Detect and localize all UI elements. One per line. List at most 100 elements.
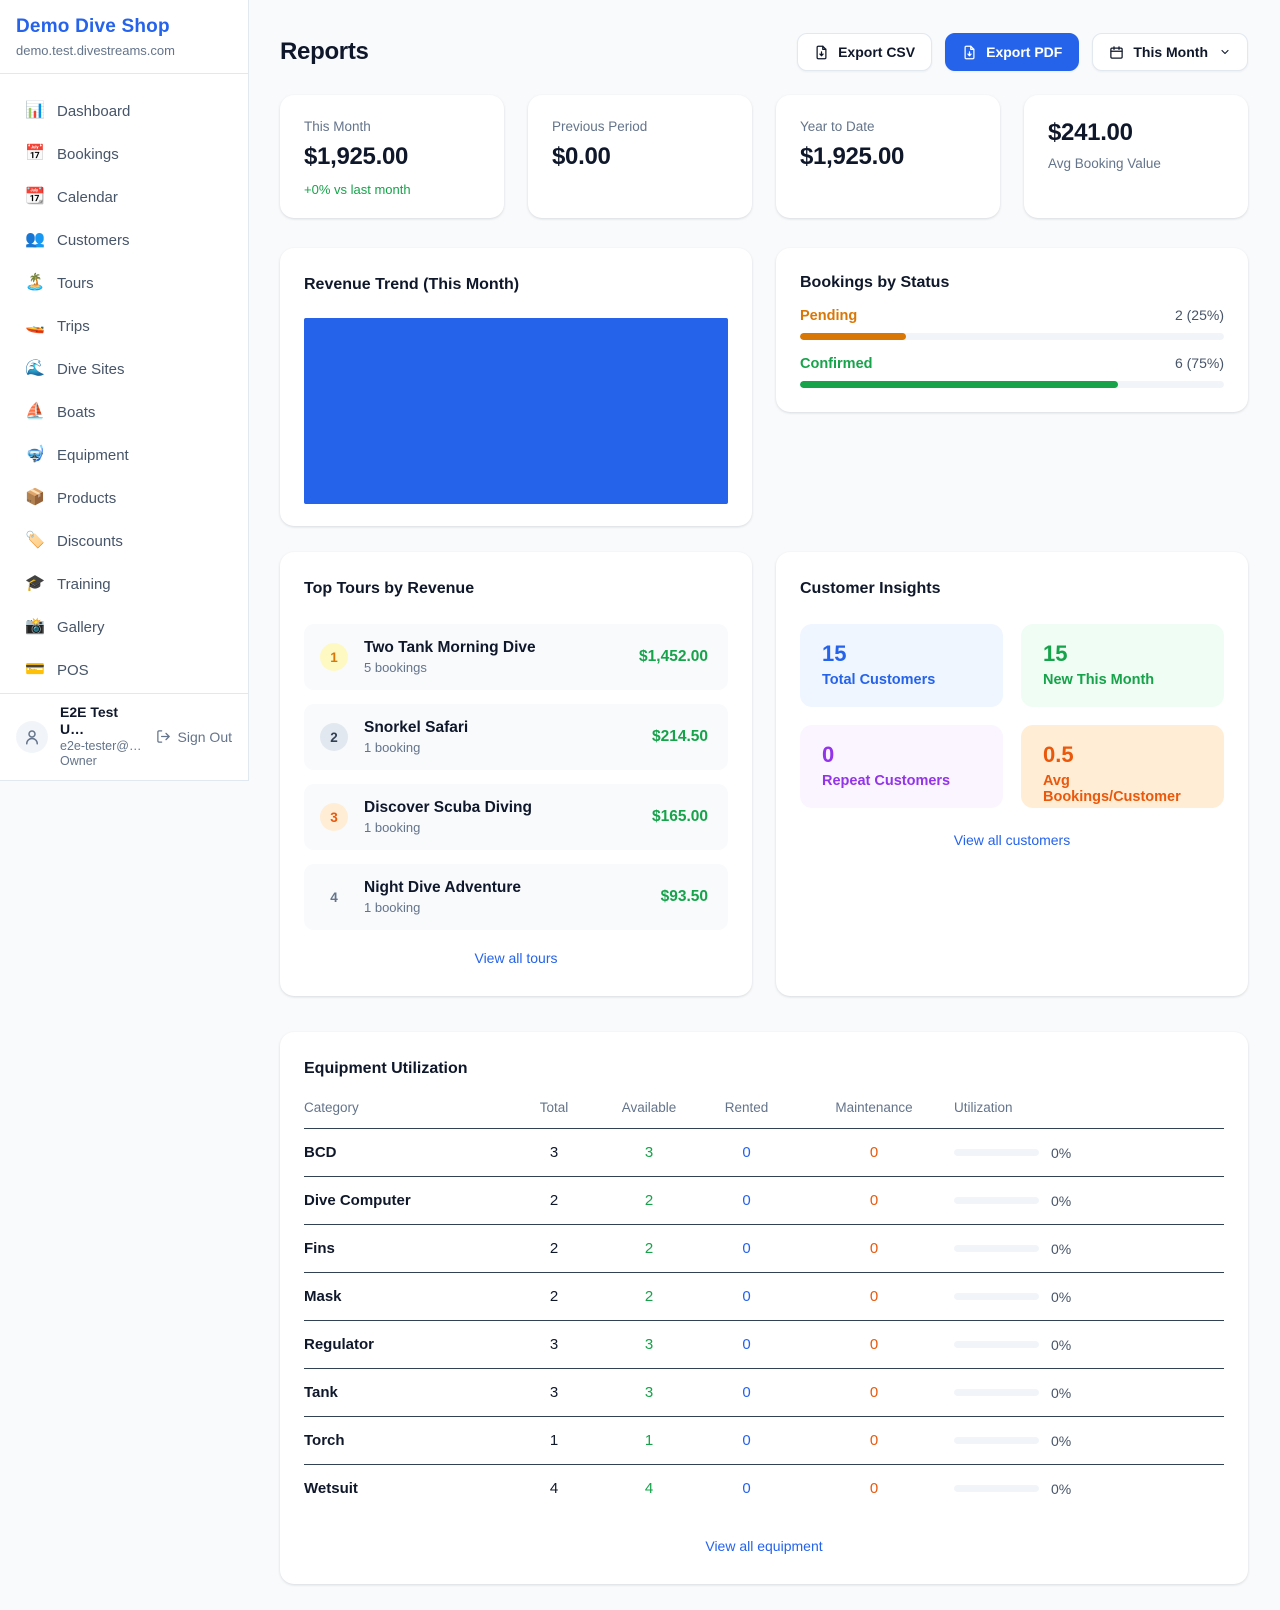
- equipment-total: 3: [549, 1384, 559, 1401]
- file-download-icon: [814, 45, 829, 60]
- equipment-maintenance: 0: [869, 1288, 879, 1305]
- sidebar-item[interactable]: 🏝️ Tours: [12, 264, 236, 302]
- equipment-row: Mask 2 2 0 0 0%: [304, 1273, 1224, 1321]
- equipment-row: Torch 1 1 0 0 0%: [304, 1417, 1224, 1465]
- tour-revenue: $1,452.00: [639, 648, 708, 665]
- sidebar-item[interactable]: 🎓 Training: [12, 565, 236, 603]
- equipment-available: 3: [644, 1144, 654, 1161]
- period-dropdown[interactable]: This Month: [1092, 33, 1248, 71]
- tour-revenue: $165.00: [651, 808, 708, 825]
- sidebar-item[interactable]: 📆 Calendar: [12, 178, 236, 216]
- shop-name: Demo Dive Shop: [16, 16, 170, 37]
- sidebar-item[interactable]: 📦 Products: [12, 479, 236, 517]
- equipment-maintenance: 0: [869, 1432, 879, 1449]
- equipment-rented: 0: [742, 1384, 751, 1401]
- equipment-rented: 0: [742, 1336, 751, 1353]
- sign-out-button[interactable]: Sign Out: [156, 729, 232, 745]
- sidebar-item-label: Discounts: [57, 532, 123, 550]
- view-all-customers-link[interactable]: View all customers: [953, 832, 1071, 848]
- insight-box: 0.5 Avg Bookings/Customer: [1021, 725, 1224, 808]
- stat-card-this-month: This Month $1,925.00 +0% vs last month: [280, 95, 504, 218]
- sidebar-item-label: Bookings: [57, 145, 119, 163]
- export-pdf-button[interactable]: Export PDF: [945, 33, 1080, 71]
- nav-icon: 💳: [25, 661, 45, 678]
- sidebar-item-label: Training: [57, 575, 111, 593]
- sidebar-item[interactable]: ⛵ Boats: [12, 393, 236, 431]
- equipment-available: 2: [644, 1288, 654, 1305]
- equipment-row: Fins 2 2 0 0 0%: [304, 1225, 1224, 1273]
- rank-badge: 2: [320, 723, 348, 751]
- sidebar-item-label: Products: [57, 489, 117, 507]
- tour-row: 4 Night Dive Adventure 1 booking $93.50: [304, 864, 728, 930]
- equipment-available: 3: [644, 1384, 654, 1401]
- status-progress-track: [800, 381, 1224, 388]
- equipment-total: 2: [549, 1288, 559, 1305]
- sidebar-item[interactable]: 🌊 Dive Sites: [12, 350, 236, 388]
- sidebar-item[interactable]: 🤿 Equipment: [12, 436, 236, 474]
- view-all-tours-link[interactable]: View all tours: [474, 950, 558, 966]
- utilization-percent: 0%: [1051, 1192, 1072, 1209]
- utilization-bar-track: [954, 1245, 1039, 1252]
- file-download-icon: [962, 45, 977, 60]
- nav-icon: 📊: [25, 102, 45, 119]
- tour-bookings: 1 booking: [364, 900, 421, 915]
- insights-grid: 15 Total Customers 15 New This Month 0 R…: [800, 624, 1224, 808]
- sidebar-item[interactable]: 📅 Bookings: [12, 135, 236, 173]
- nav-icon: 🤿: [25, 446, 45, 463]
- shop-domain: demo.test.divestreams.com: [16, 43, 175, 58]
- equipment-category: Mask: [304, 1288, 342, 1305]
- sidebar-item-label: Trips: [57, 317, 90, 335]
- utilization-percent: 0%: [1051, 1480, 1072, 1497]
- equipment-category: Regulator: [304, 1336, 375, 1353]
- sidebar-item[interactable]: 📊 Dashboard: [12, 92, 236, 130]
- col-total: Total: [539, 1100, 569, 1115]
- nav-icon: 👥: [25, 231, 45, 248]
- equipment-rented: 0: [742, 1288, 751, 1305]
- status-progress-fill: [800, 333, 906, 340]
- tour-revenue: $93.50: [660, 888, 708, 905]
- insight-value: 15: [1043, 641, 1068, 666]
- equipment-maintenance: 0: [869, 1240, 879, 1257]
- stat-value: $1,925.00: [304, 143, 409, 170]
- utilization-percent: 0%: [1051, 1384, 1072, 1401]
- insight-value: 15: [822, 641, 847, 666]
- sidebar: Demo Dive Shop demo.test.divestreams.com…: [0, 0, 249, 781]
- equipment-total: 2: [549, 1192, 559, 1209]
- export-csv-button[interactable]: Export CSV: [797, 33, 933, 71]
- equipment-total: 1: [549, 1432, 559, 1449]
- tour-revenue: $214.50: [651, 728, 708, 745]
- sidebar-item[interactable]: 👥 Customers: [12, 221, 236, 259]
- user-name: E2E Test U…: [60, 703, 119, 738]
- status-row: Pending 2 (25%): [800, 307, 1224, 340]
- utilization-percent: 0%: [1051, 1336, 1072, 1353]
- stat-label: Previous Period: [552, 119, 648, 134]
- equipment-maintenance: 0: [869, 1192, 879, 1209]
- user-email: e2e-tester@…: [60, 738, 142, 753]
- sidebar-item[interactable]: 🚤 Trips: [12, 307, 236, 345]
- insight-box: 15 New This Month: [1021, 624, 1224, 707]
- period-label: This Month: [1133, 44, 1208, 60]
- equipment-available: 1: [644, 1432, 654, 1449]
- insight-value: 0.5: [1043, 742, 1074, 767]
- stat-value: $241.00: [1048, 119, 1133, 146]
- sidebar-item[interactable]: 🏷️ Discounts: [12, 522, 236, 560]
- equipment-utilization-title: Equipment Utilization: [304, 1060, 468, 1077]
- utilization-bar-track: [954, 1197, 1039, 1204]
- stat-card-avg-booking-value: $241.00 Avg Booking Value: [1024, 95, 1248, 218]
- stat-value: $0.00: [552, 143, 611, 170]
- sidebar-item[interactable]: 💳 POS: [12, 651, 236, 689]
- nav-icon: 🚤: [25, 317, 45, 334]
- sidebar-item[interactable]: 📸 Gallery: [12, 608, 236, 646]
- revenue-trend-card: Revenue Trend (This Month): [280, 248, 752, 526]
- insight-value: 0: [822, 742, 835, 767]
- stat-card-year-to-date: Year to Date $1,925.00: [776, 95, 1000, 218]
- revenue-chart-bar: [304, 318, 728, 504]
- nav-icon: 📸: [25, 618, 45, 635]
- page-title: Reports: [280, 38, 369, 65]
- insight-box: 15 Total Customers: [800, 624, 1003, 707]
- col-category: Category: [304, 1100, 359, 1115]
- stat-label: This Month: [304, 119, 371, 134]
- stat-value: $1,925.00: [800, 143, 905, 170]
- view-all-equipment-link[interactable]: View all equipment: [705, 1538, 823, 1554]
- bookings-by-status-title: Bookings by Status: [800, 274, 950, 291]
